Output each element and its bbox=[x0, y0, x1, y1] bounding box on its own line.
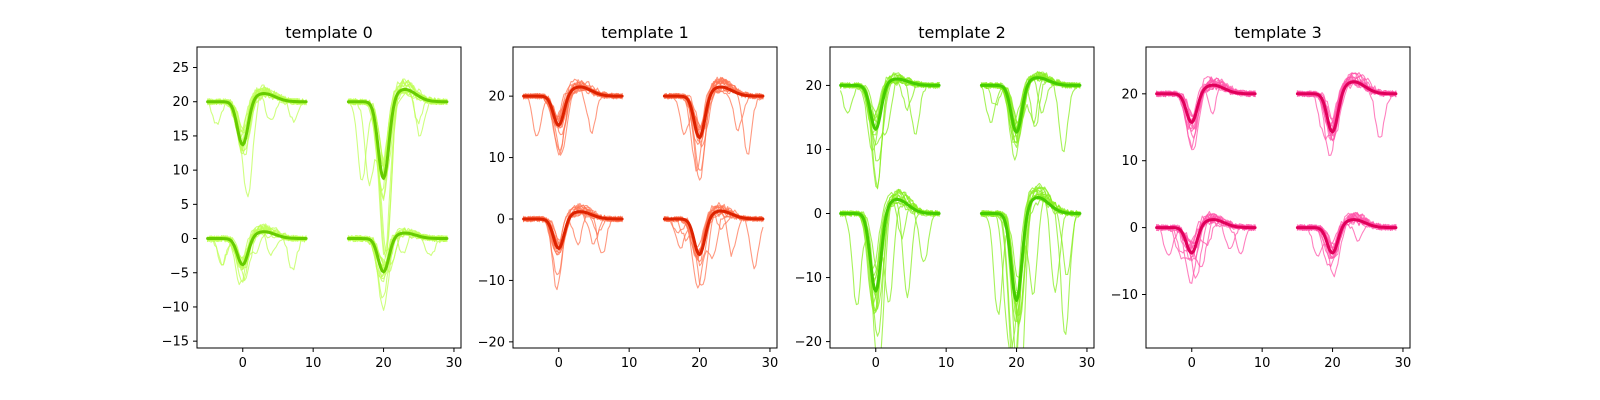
panel-title: template 1 bbox=[601, 23, 689, 42]
template-mean-ch1 bbox=[346, 87, 449, 180]
x-tick-label: 10 bbox=[621, 356, 638, 371]
x-tick-label: 0 bbox=[239, 356, 247, 371]
x-tick-label: 20 bbox=[691, 356, 708, 371]
trace-ch3-11 bbox=[1296, 222, 1397, 255]
y-tick-label: −10 bbox=[162, 300, 189, 315]
x-tick-label: 30 bbox=[762, 356, 779, 371]
template-mean-ch0 bbox=[839, 77, 941, 131]
trace-ch2-9 bbox=[523, 210, 623, 291]
trace-ch2-12 bbox=[1156, 213, 1256, 245]
panel-0: 0 10 20 30 −15 −10 −5 0 5 10 15 20 25 template 0 bbox=[162, 23, 463, 371]
y-tick-label: 5 bbox=[181, 198, 189, 213]
template-mean-ch1 bbox=[1295, 80, 1398, 134]
y-tick-label: 25 bbox=[172, 61, 189, 76]
template-mean-ch3 bbox=[662, 209, 765, 256]
template-mean-ch1 bbox=[979, 76, 1082, 134]
template-mean-ch2 bbox=[839, 197, 941, 293]
y-tick-label: 20 bbox=[172, 95, 189, 110]
trace-ch0-13 bbox=[840, 73, 940, 152]
trace-ch2-0 bbox=[840, 200, 940, 310]
y-tick-label: 0 bbox=[814, 207, 822, 222]
trace-ch2-6 bbox=[207, 223, 307, 271]
template-mean-ch0 bbox=[522, 85, 624, 127]
template-mean-ch3 bbox=[346, 231, 449, 274]
y-tick-label: −20 bbox=[478, 335, 505, 350]
y-tick-label: −20 bbox=[795, 335, 822, 350]
x-tick-label: 0 bbox=[1188, 356, 1196, 371]
y-tick-label: −5 bbox=[170, 266, 189, 281]
trace-ch1-13 bbox=[347, 79, 448, 170]
y-tick-label: −10 bbox=[1111, 288, 1138, 303]
axes-frame bbox=[1145, 46, 1411, 349]
panel-3: 0 10 20 30 −10 0 10 20 template 3 bbox=[1111, 23, 1412, 371]
x-tick-label: 30 bbox=[446, 356, 463, 371]
trace-ch1-11 bbox=[663, 90, 764, 172]
template-mean-ch3 bbox=[979, 196, 1082, 302]
panel-title: template 3 bbox=[1234, 23, 1322, 42]
template-mean-ch0 bbox=[206, 92, 308, 147]
y-tick-label: 10 bbox=[172, 164, 189, 179]
trace-ch2-10 bbox=[523, 203, 623, 249]
template-mean-ch2 bbox=[206, 230, 308, 267]
x-tick-label: 20 bbox=[1324, 356, 1341, 371]
axes-frame bbox=[512, 46, 778, 349]
trace-ch3-11 bbox=[980, 189, 1081, 348]
panel-0-traces bbox=[206, 78, 449, 311]
trace-ch2-9 bbox=[840, 201, 940, 306]
x-tick-label: 20 bbox=[1008, 356, 1025, 371]
panel-2-traces bbox=[839, 70, 1082, 348]
trace-ch2-10 bbox=[840, 188, 940, 348]
trace-ch3-4 bbox=[980, 187, 1081, 348]
y-tick-label: 20 bbox=[805, 79, 822, 94]
trace-ch0-12 bbox=[1156, 76, 1256, 130]
axes-frame bbox=[196, 46, 462, 349]
y-tick-label: −15 bbox=[162, 335, 189, 350]
panel-title: template 0 bbox=[285, 23, 373, 42]
trace-ch0-7 bbox=[840, 73, 940, 131]
trace-ch3-1 bbox=[980, 194, 1081, 348]
x-tick-label: 30 bbox=[1079, 356, 1096, 371]
x-tick-label: 10 bbox=[1254, 356, 1271, 371]
y-tick-label: 0 bbox=[1130, 221, 1138, 236]
x-tick-label: 0 bbox=[872, 356, 880, 371]
y-tick-label: 10 bbox=[488, 151, 505, 166]
trace-ch2-1 bbox=[840, 203, 940, 307]
panel-3-traces bbox=[1155, 72, 1398, 284]
panel-2: 0 10 20 30 −20 −10 0 10 20 template 2 bbox=[795, 23, 1096, 371]
y-tick-label: 10 bbox=[805, 143, 822, 158]
x-tick-label: 20 bbox=[375, 356, 392, 371]
x-tick-label: 10 bbox=[938, 356, 955, 371]
panel-1-traces bbox=[522, 76, 765, 291]
trace-ch0-13 bbox=[523, 81, 623, 137]
trace-ch0-6 bbox=[207, 92, 307, 198]
template-mean-ch0 bbox=[1155, 83, 1257, 124]
y-tick-label: 0 bbox=[181, 232, 189, 247]
y-tick-label: 20 bbox=[1121, 87, 1138, 102]
x-tick-label: 10 bbox=[305, 356, 322, 371]
y-tick-label: −10 bbox=[795, 271, 822, 286]
panel-1: 0 10 20 30 −20 −10 0 10 20 template 1 bbox=[478, 23, 779, 371]
y-tick-label: 15 bbox=[172, 129, 189, 144]
trace-ch2-11 bbox=[523, 212, 623, 276]
template-mean-ch2 bbox=[522, 210, 624, 250]
y-tick-label: 0 bbox=[497, 213, 505, 228]
template-mean-ch3 bbox=[1295, 218, 1398, 255]
x-tick-label: 0 bbox=[555, 356, 563, 371]
template-mean-ch2 bbox=[1155, 218, 1257, 255]
y-tick-label: 20 bbox=[488, 90, 505, 105]
trace-ch3-9 bbox=[1296, 213, 1397, 252]
x-tick-label: 30 bbox=[1395, 356, 1412, 371]
axes-frame bbox=[829, 46, 1095, 349]
template-mean-ch1 bbox=[662, 85, 765, 140]
y-tick-label: −10 bbox=[478, 274, 505, 289]
panel-title: template 2 bbox=[918, 23, 1006, 42]
y-tick-label: 10 bbox=[1121, 154, 1138, 169]
